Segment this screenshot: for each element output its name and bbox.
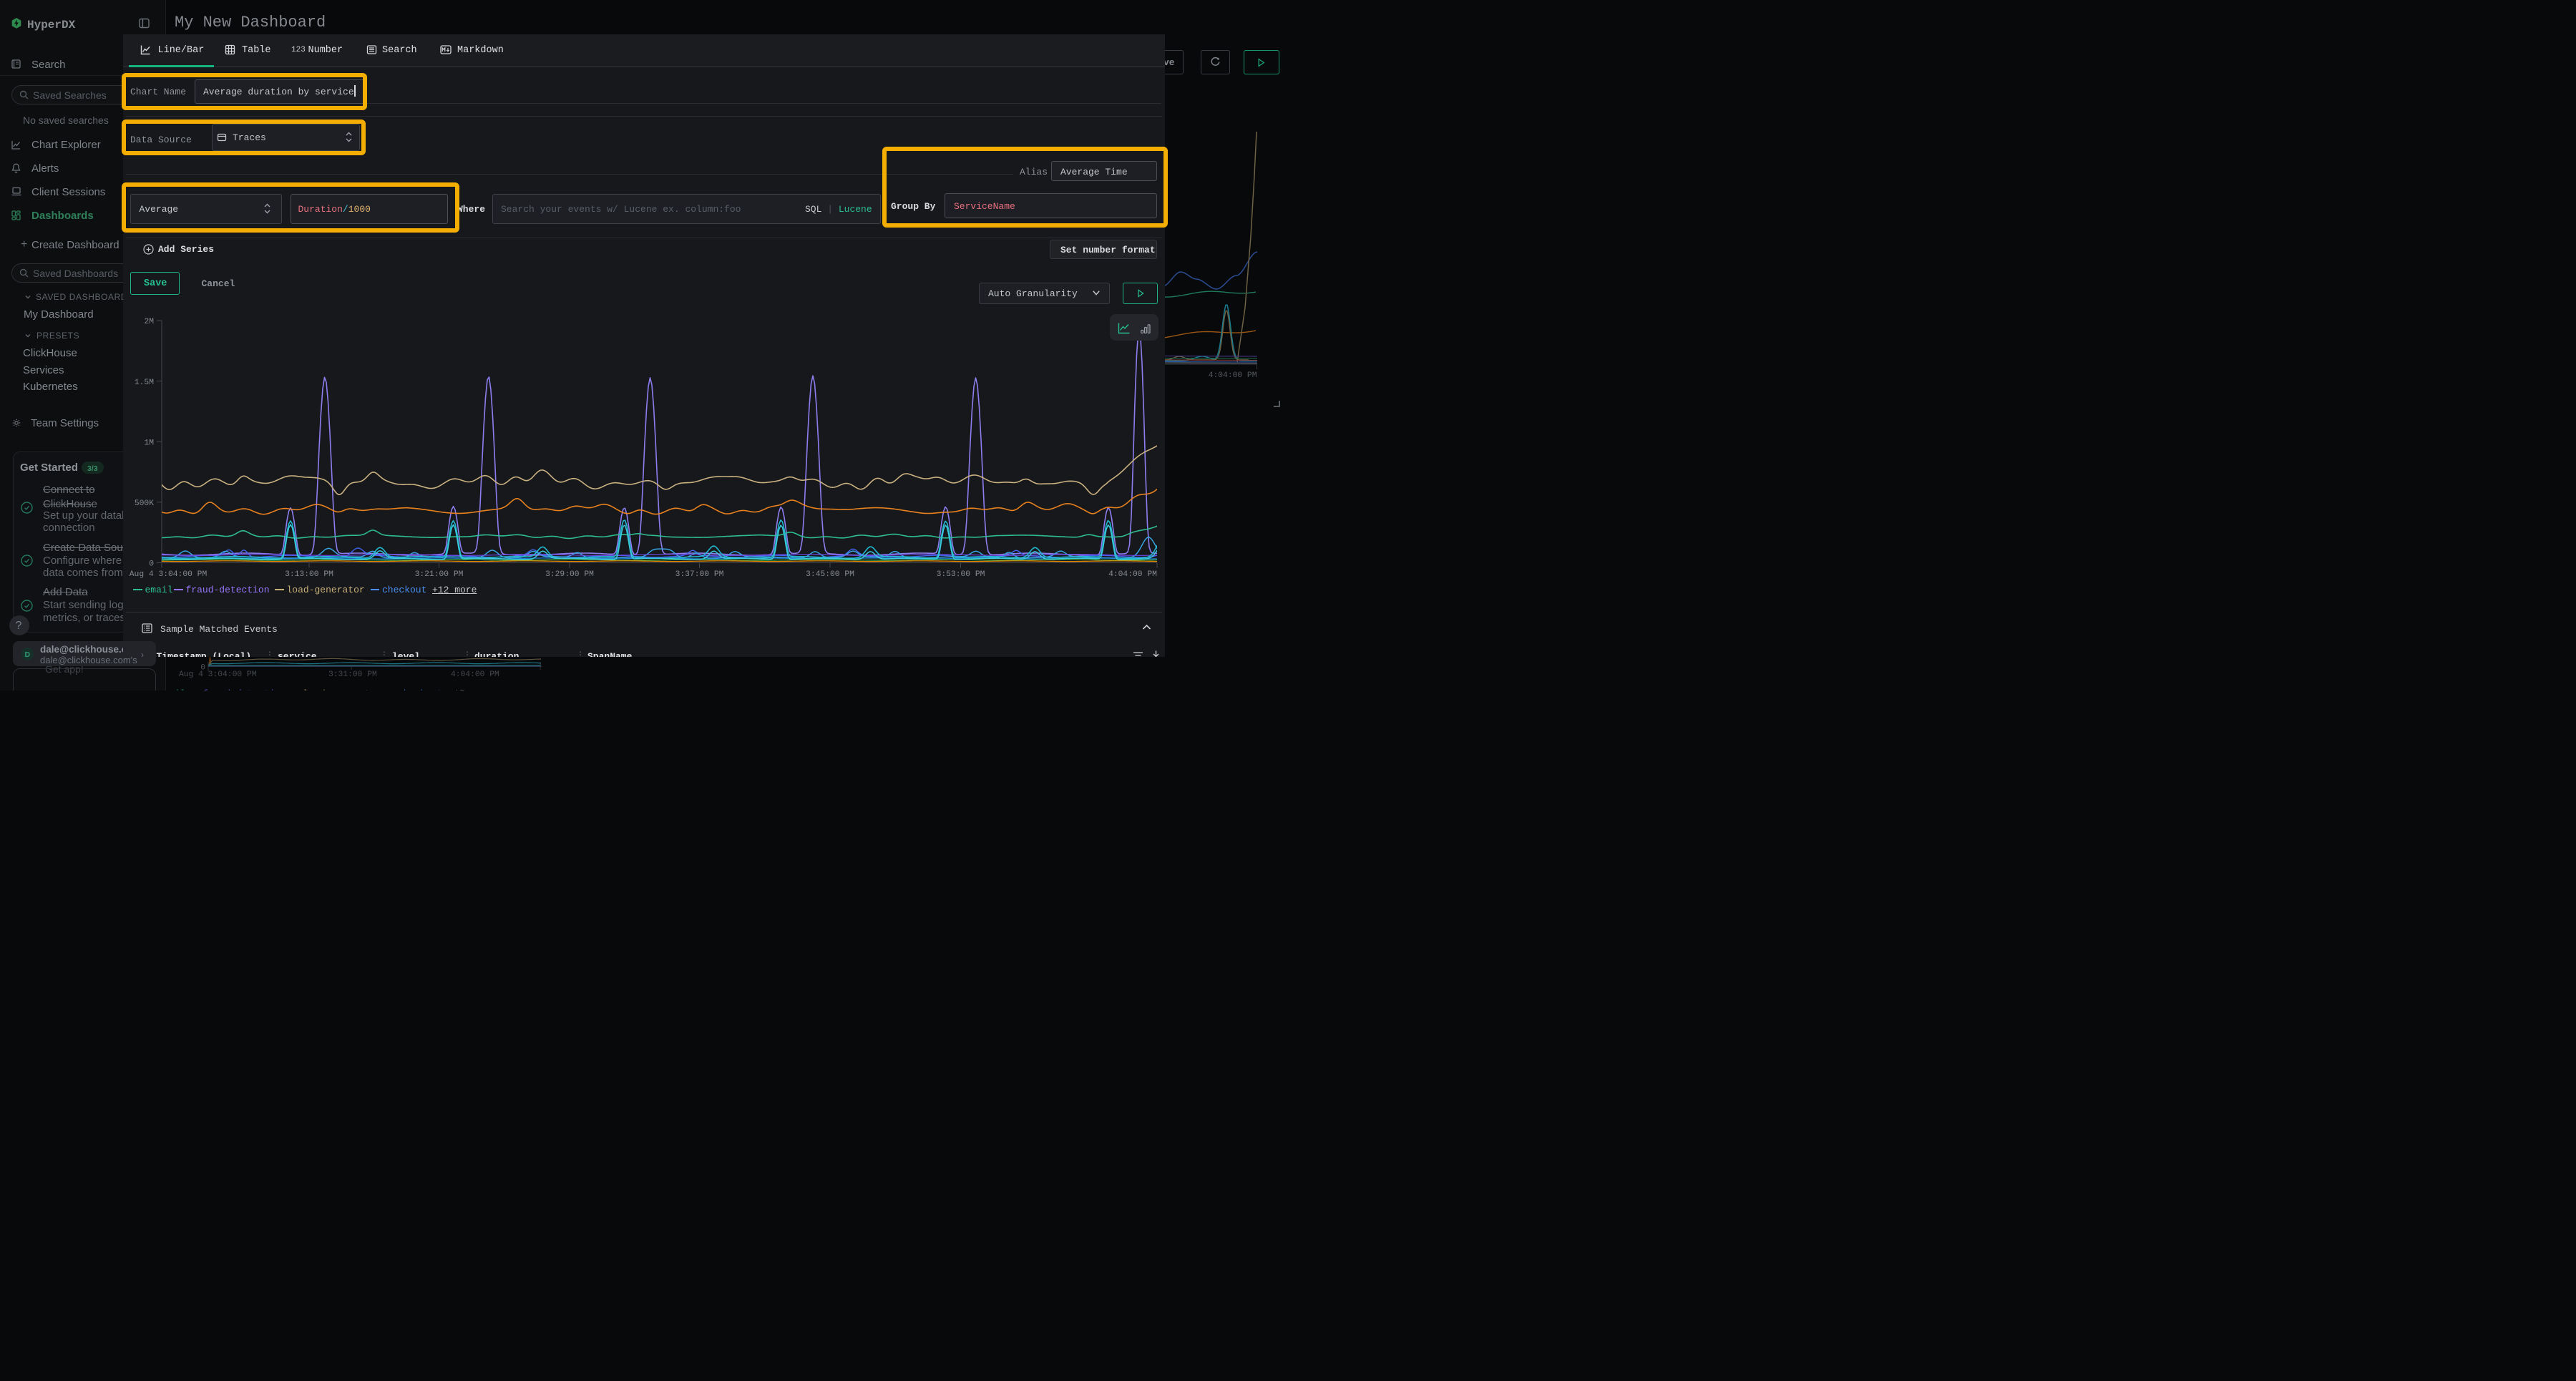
svg-text:1.5M: 1.5M	[135, 379, 154, 387]
svg-text:0: 0	[149, 560, 154, 569]
svg-text:3:13:00 PM: 3:13:00 PM	[285, 570, 333, 579]
svg-text:4:04:00 PM: 4:04:00 PM	[1108, 570, 1157, 579]
svg-text:3:45:00 PM: 3:45:00 PM	[806, 570, 854, 579]
svg-text:3:21:00 PM: 3:21:00 PM	[415, 570, 464, 579]
svg-text:3:37:00 PM: 3:37:00 PM	[675, 570, 724, 579]
svg-text:0: 0	[200, 664, 205, 673]
svg-text:500K: 500K	[135, 499, 154, 508]
svg-text:4:04:00 PM: 4:04:00 PM	[1209, 371, 1257, 380]
svg-text:3:29:00 PM: 3:29:00 PM	[545, 570, 594, 579]
svg-text:Aug 4 3:04:00 PM: Aug 4 3:04:00 PM	[130, 570, 208, 579]
svg-text:2M: 2M	[144, 318, 154, 326]
svg-text:3:53:00 PM: 3:53:00 PM	[937, 570, 985, 579]
svg-text:1M: 1M	[144, 439, 154, 447]
